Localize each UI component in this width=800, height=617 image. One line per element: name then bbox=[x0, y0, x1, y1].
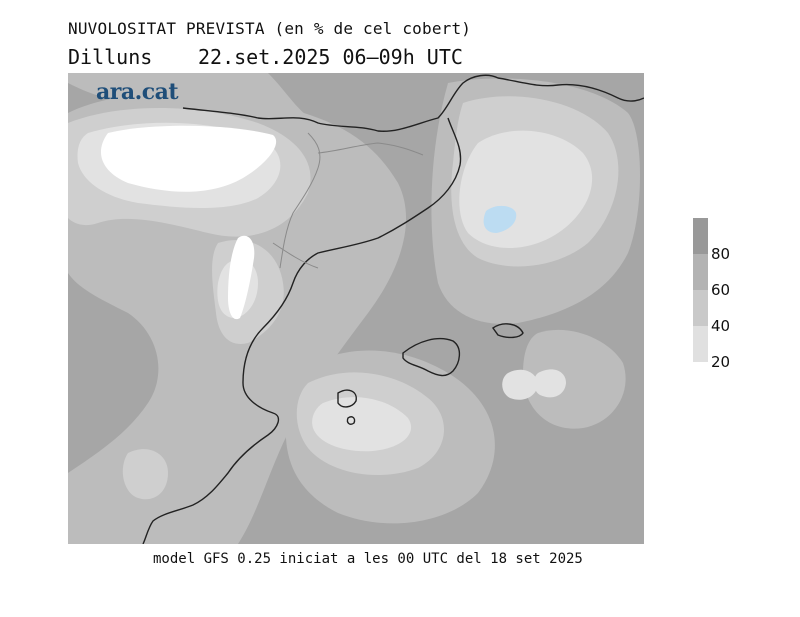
legend-label-80: 80 bbox=[711, 245, 731, 263]
forecast-datetime: Dilluns 22.set.2025 06–09h UTC bbox=[68, 45, 463, 69]
legend-label-40: 40 bbox=[711, 317, 731, 335]
islands bbox=[337, 323, 524, 425]
low-cloud-blue-patch bbox=[483, 205, 517, 233]
legend-swatch-20 bbox=[693, 326, 708, 362]
legend-swatch-80 bbox=[693, 218, 708, 254]
forecast-period: 22.set.2025 06–09h UTC bbox=[198, 45, 463, 69]
weekday-label: Dilluns bbox=[68, 45, 153, 69]
cloud-cover-map: ara.cat bbox=[68, 73, 644, 544]
land-borders bbox=[272, 132, 424, 269]
map-title: NUVOLOSITAT PREVISTA (en % de cel cobert… bbox=[68, 19, 472, 38]
legend-label-60: 60 bbox=[711, 281, 731, 299]
cloud-cover-legend: 80 60 40 20 bbox=[693, 218, 783, 371]
model-info-footer: model GFS 0.25 iniciat a les 00 UTC del … bbox=[153, 551, 583, 567]
cloud-cover-field bbox=[68, 73, 644, 544]
legend-label-20: 20 bbox=[711, 353, 731, 371]
coastlines bbox=[142, 74, 644, 544]
ara-cat-logo: ara.cat bbox=[96, 79, 179, 105]
legend-swatch-40 bbox=[693, 290, 708, 326]
clear-sky-areas bbox=[100, 125, 277, 320]
legend-swatch-60 bbox=[693, 254, 708, 290]
